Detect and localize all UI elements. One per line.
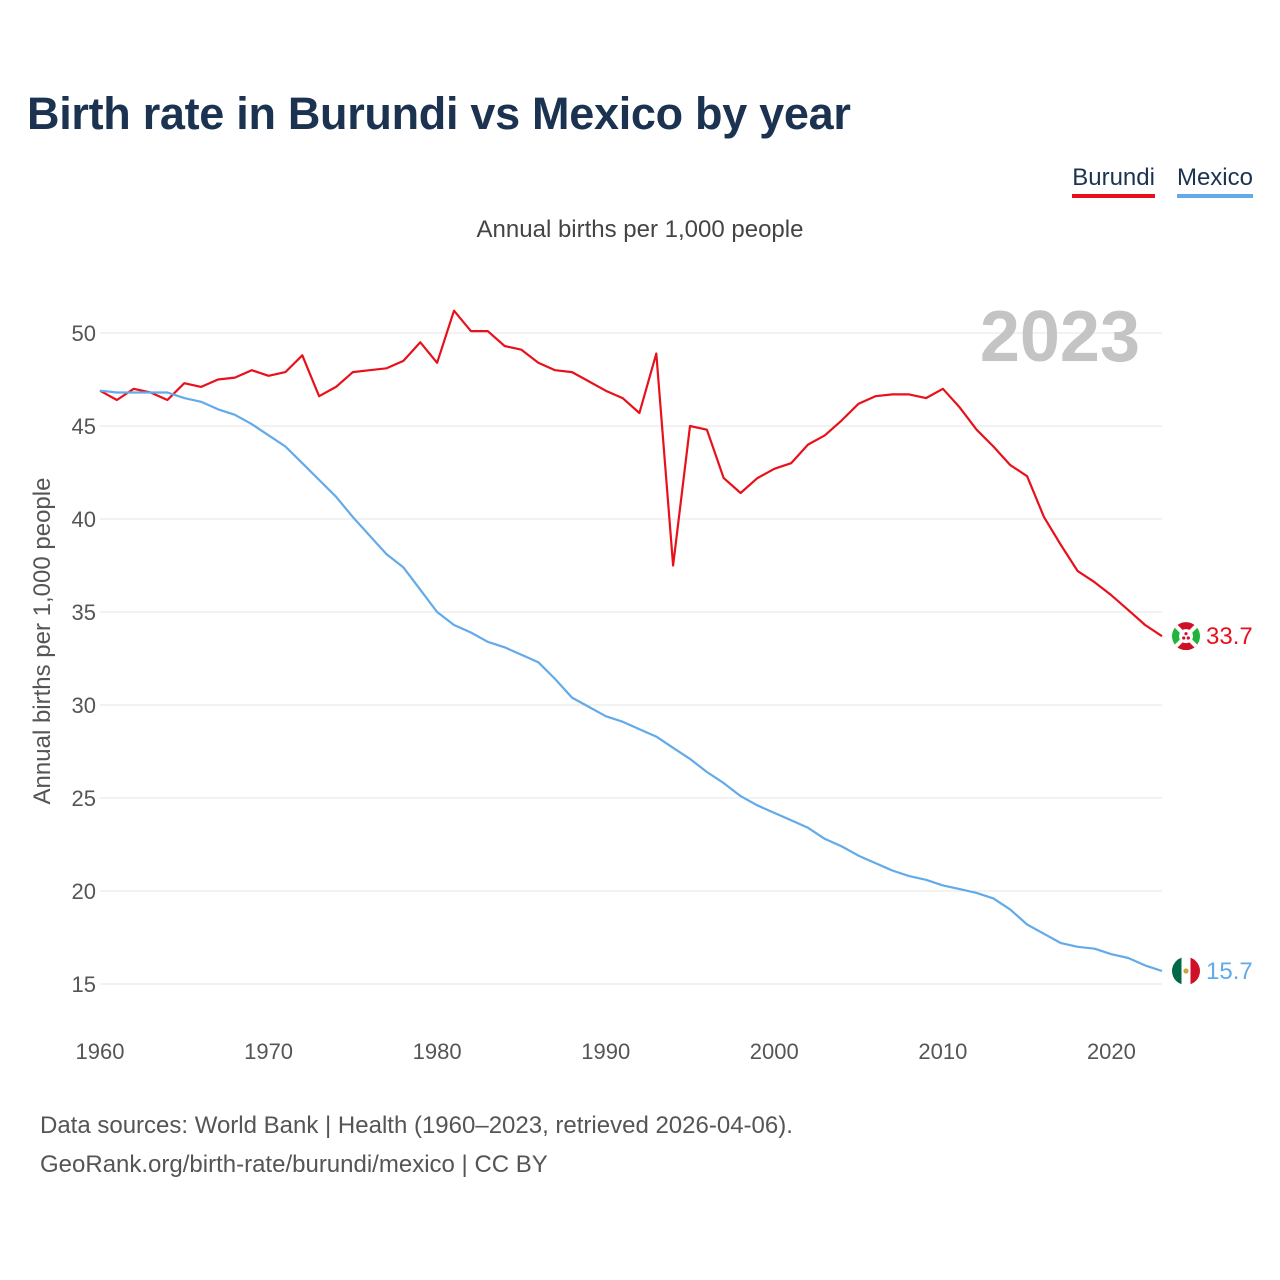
y-tick-label: 50 [72, 321, 96, 346]
series-line-mexico[interactable] [99, 389, 1163, 973]
x-tick-label: 2020 [1087, 1039, 1136, 1064]
x-tick-label: 2000 [750, 1039, 799, 1064]
x-tick-label: 1990 [581, 1039, 630, 1064]
source-line-1: Data sources: World Bank | Health (1960–… [40, 1112, 793, 1139]
y-tick-label: 25 [72, 786, 96, 811]
y-tick-label: 40 [72, 507, 96, 532]
x-tick-label: 1960 [76, 1039, 125, 1064]
end-markers: 33.7 15.7 [1172, 622, 1253, 985]
end-value-mexico: 15.7 [1206, 958, 1253, 985]
source-line-2[interactable]: GeoRank.org/birth-rate/burundi/mexico | … [40, 1151, 548, 1178]
legend-item-mexico[interactable]: Mexico [1176, 164, 1253, 198]
x-tick-label: 1980 [413, 1039, 462, 1064]
flag-icon-mexico [1172, 956, 1200, 985]
axis-labels: 15 20 25 30 35 40 45 50 1960 1970 1980 1990 2000 2010… [72, 321, 1136, 1064]
legend-item-burundi[interactable]: Burundi [1072, 164, 1155, 198]
y-tick-label: 30 [72, 693, 96, 718]
end-value-burundi: 33.7 [1206, 623, 1253, 650]
grid [100, 332, 1162, 985]
y-tick-label: 20 [72, 879, 96, 904]
y-tick-label: 15 [72, 972, 96, 997]
y-tick-label: 45 [72, 414, 96, 439]
flag-icon-burundi [1172, 622, 1200, 651]
source-note: Data sources: World Bank | Health (1960–… [40, 1106, 793, 1184]
x-tick-label: 2010 [918, 1039, 967, 1064]
y-tick-label: 35 [72, 600, 96, 625]
series-lines [99, 309, 1163, 973]
series-line-burundi[interactable] [99, 309, 1163, 638]
y-axis-label: Annual births per 1,000 people [29, 478, 56, 805]
x-tick-label: 1970 [244, 1039, 293, 1064]
chart-title: Birth rate in Burundi vs Mexico by year [27, 88, 851, 139]
chart-subtitle: Annual births per 1,000 people [476, 216, 804, 243]
year-stamp: 2023 [980, 297, 1140, 377]
legend: Burundi Mexico [1072, 164, 1253, 198]
